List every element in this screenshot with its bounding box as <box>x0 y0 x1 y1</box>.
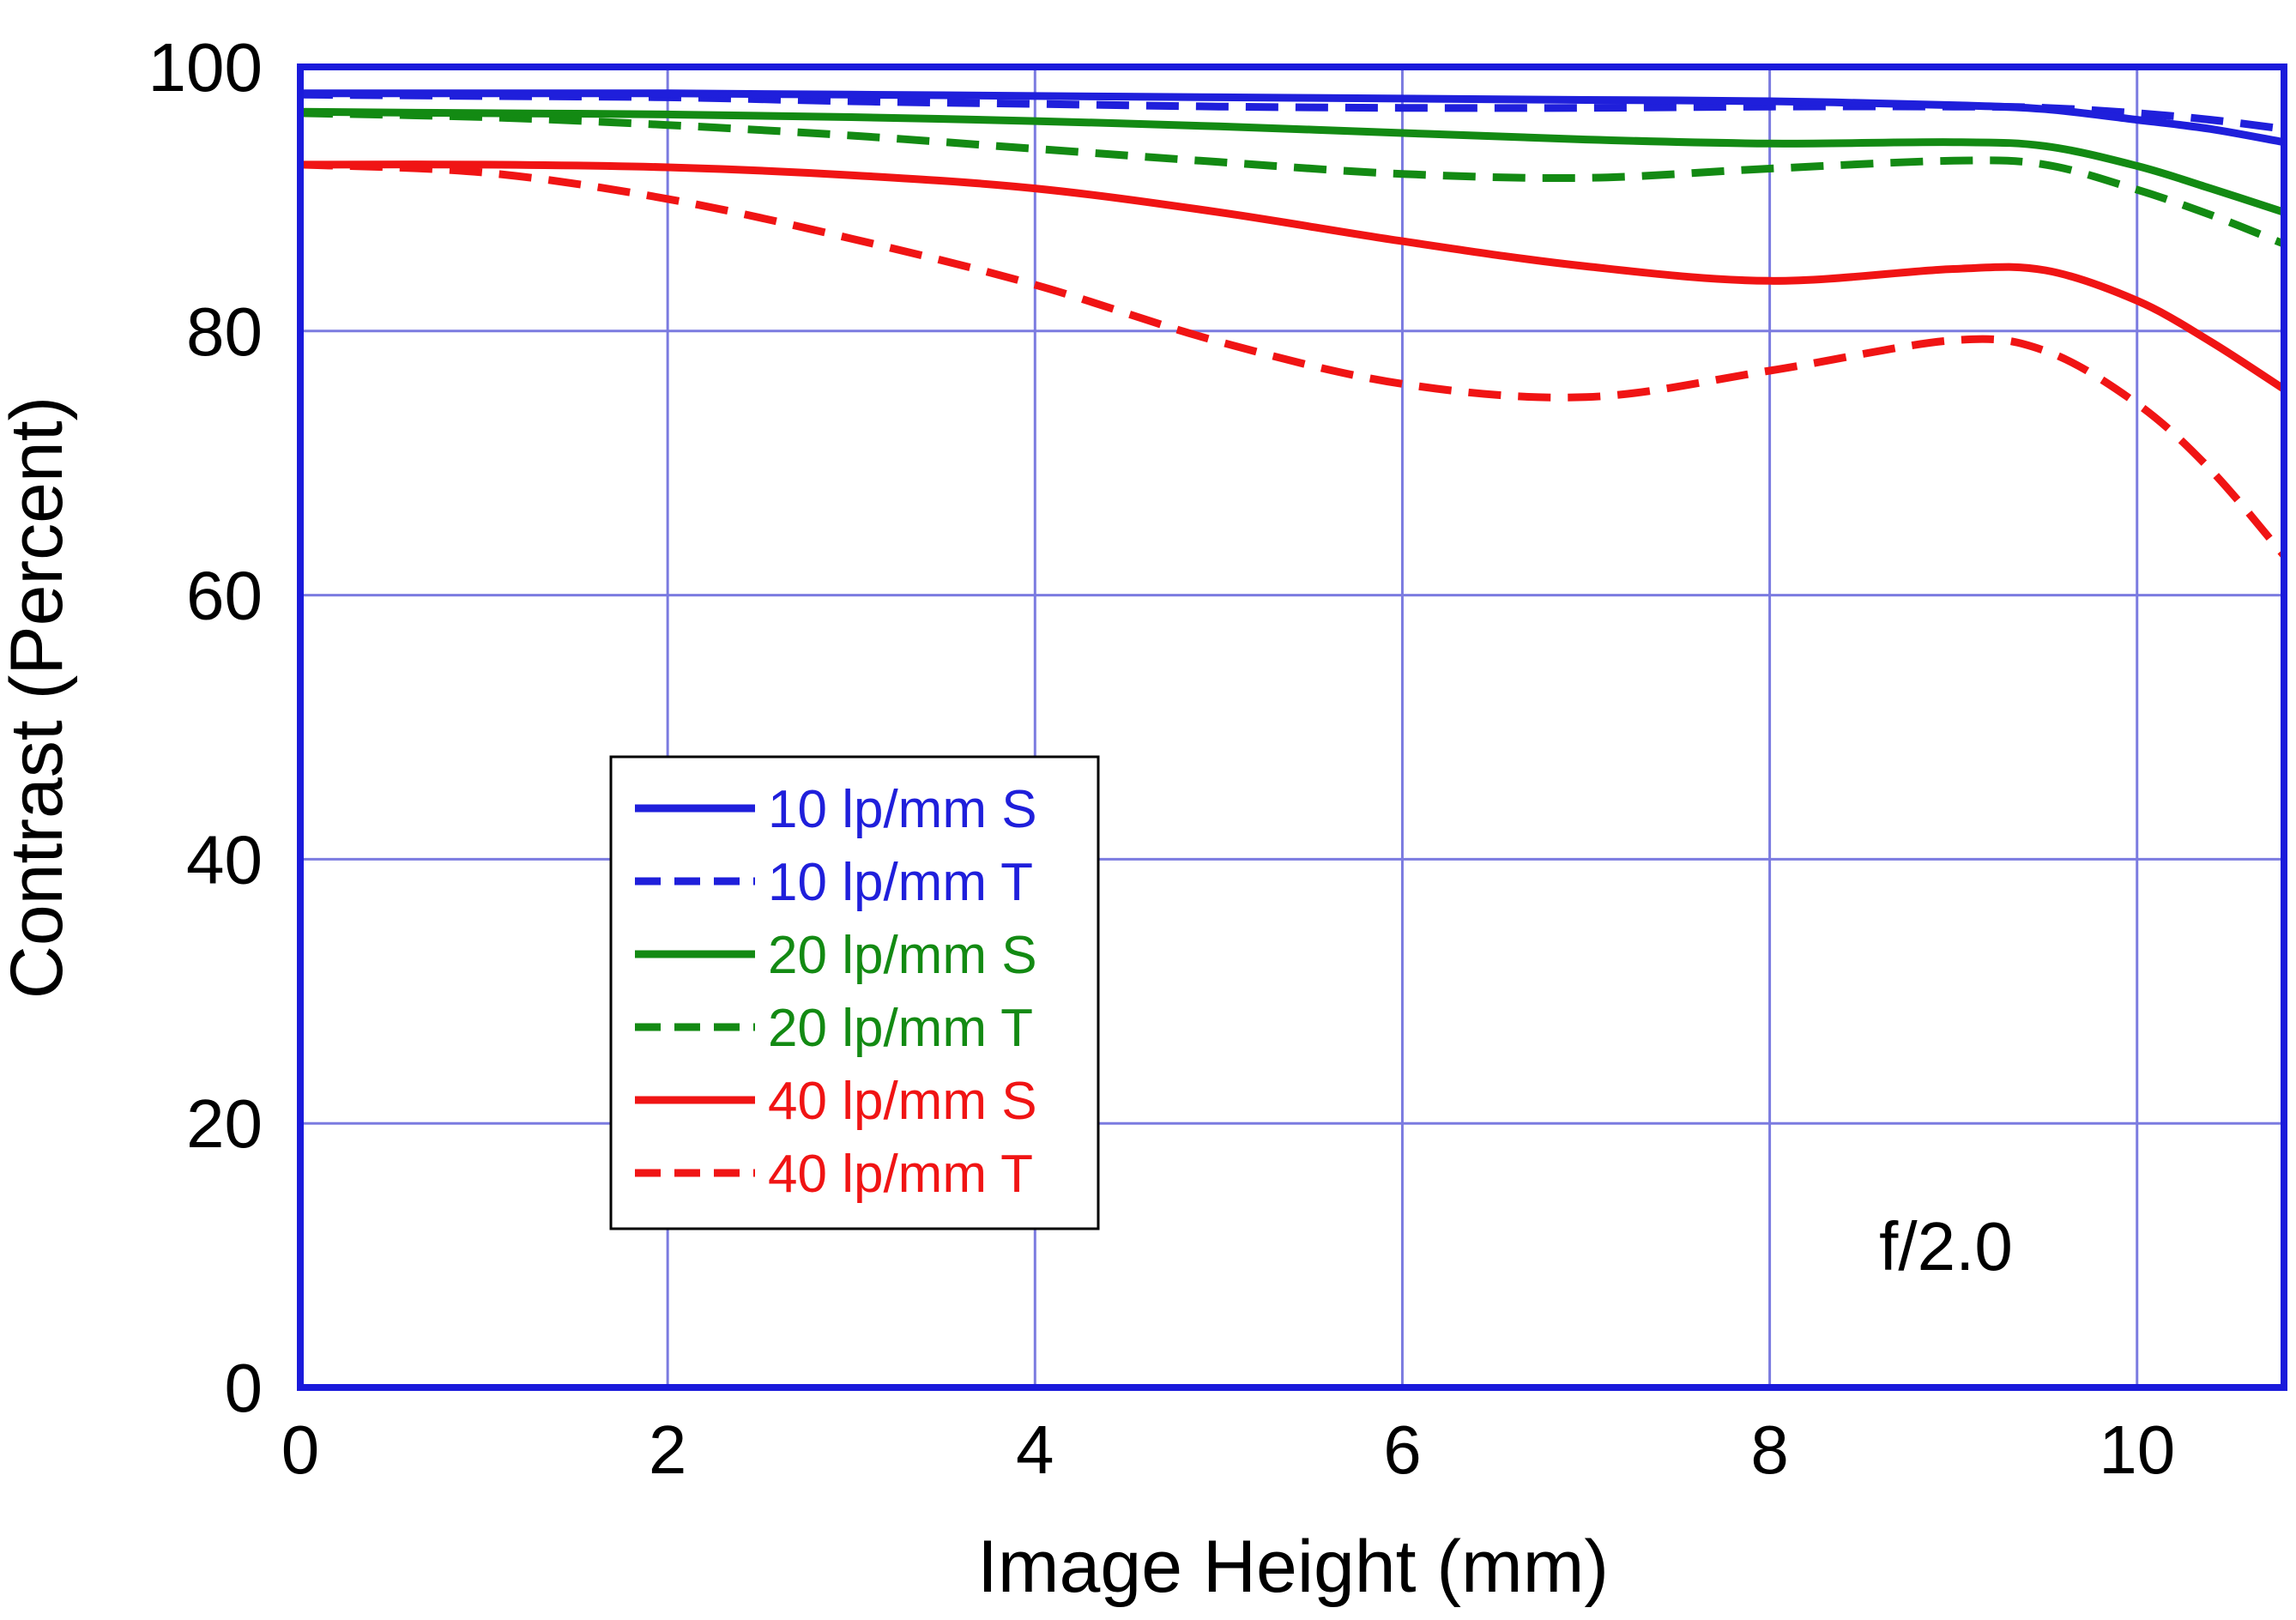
x-tick-label: 10 <box>2099 1411 2175 1488</box>
y-tick-labels: 0 20 40 60 80 100 <box>148 29 263 1426</box>
y-tick-label: 20 <box>186 1085 263 1162</box>
y-tick-label: 100 <box>148 29 263 106</box>
series-line <box>299 160 2287 393</box>
legend-label: 40 lp/mm T <box>768 1145 1033 1204</box>
legend-box <box>609 755 1100 1230</box>
legend-label: 10 lp/mm S <box>768 780 1037 839</box>
series-line <box>299 109 2286 248</box>
x-tick-label: 2 <box>649 1411 687 1488</box>
y-tick-label: 60 <box>186 558 263 634</box>
y-tick-label: 80 <box>186 293 263 370</box>
legend: 10 lp/mm S 10 lp/mm T 20 lp/mm S 20 lp/mm T… <box>609 755 1100 1230</box>
y-tick-label: 40 <box>186 821 263 898</box>
legend-label: 40 lp/mm S <box>768 1072 1037 1131</box>
x-tick-label: 8 <box>1750 1411 1789 1488</box>
x-tick-label: 4 <box>1016 1411 1054 1488</box>
y-axis-title: Contrast (Percent) <box>0 396 78 1000</box>
legend-label: 20 lp/mm T <box>768 999 1033 1058</box>
plot-frame <box>297 63 2287 1391</box>
x-tick-label: 0 <box>281 1411 320 1488</box>
x-axis-title: Image Height (mm) <box>977 1526 1609 1608</box>
series-line <box>299 160 2287 559</box>
legend-label: 20 lp/mm S <box>768 926 1037 985</box>
legend-label: 10 lp/mm T <box>768 853 1033 912</box>
x-tick-labels: 0 2 4 6 8 10 <box>281 1411 2175 1488</box>
series-line <box>299 89 2285 147</box>
series-line <box>299 107 2286 216</box>
y-tick-label: 0 <box>225 1350 263 1426</box>
aperture-annotation: f/2.0 <box>1879 1208 2013 1285</box>
series-lines <box>299 89 2287 559</box>
x-tick-label: 6 <box>1383 1411 1422 1488</box>
